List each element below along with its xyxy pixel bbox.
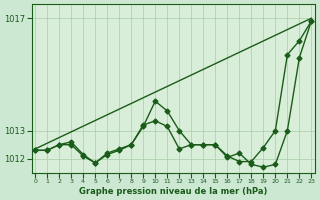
X-axis label: Graphe pression niveau de la mer (hPa): Graphe pression niveau de la mer (hPa) [79,187,268,196]
